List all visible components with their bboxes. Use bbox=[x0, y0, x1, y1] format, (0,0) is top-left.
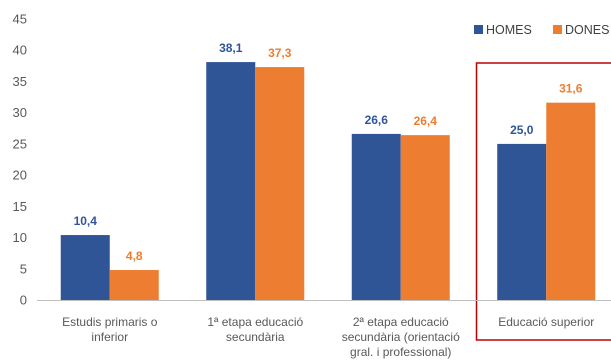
legend-swatch-homes bbox=[474, 25, 483, 34]
data-label-homes: 10,4 bbox=[74, 214, 98, 228]
bar-homes bbox=[60, 235, 110, 300]
y-tick-label: 30 bbox=[13, 105, 27, 120]
data-label-dones: 37,3 bbox=[268, 46, 292, 60]
bars bbox=[60, 62, 596, 301]
bar-homes bbox=[497, 143, 547, 300]
x-category-label-line: secundària (orientació bbox=[342, 330, 460, 344]
x-category-label: Educació superior bbox=[498, 315, 594, 329]
legend: HOMES DONES bbox=[474, 23, 609, 37]
bar-dones bbox=[255, 67, 305, 301]
bar-dones bbox=[109, 270, 159, 300]
x-category-label-line: Educació superior bbox=[498, 315, 594, 329]
x-category-label-line: gral. i professional) bbox=[350, 345, 451, 359]
y-tick-label: 5 bbox=[20, 261, 27, 276]
x-category-label: 1ª etapa educació secundària bbox=[207, 315, 303, 344]
legend-swatch-dones bbox=[553, 25, 562, 34]
data-label-homes: 26,6 bbox=[365, 113, 389, 127]
bar-homes bbox=[351, 133, 401, 300]
x-category-label-line: inferior bbox=[91, 330, 128, 344]
x-category-label-line: Estudis primaris o bbox=[62, 315, 158, 329]
y-tick-label: 15 bbox=[13, 199, 27, 214]
y-tick-label: 10 bbox=[13, 230, 27, 245]
x-category-label-line: secundària bbox=[226, 330, 285, 344]
y-tick-label: 25 bbox=[13, 136, 27, 151]
bar-homes bbox=[206, 62, 256, 300]
bar-dones bbox=[546, 102, 596, 300]
highlight-layer bbox=[475, 62, 611, 341]
x-category-label: Estudis primaris o inferior bbox=[62, 315, 158, 344]
data-label-dones: 31,6 bbox=[559, 82, 583, 96]
data-label-dones: 26,4 bbox=[414, 114, 438, 128]
legend-label-homes: HOMES bbox=[486, 23, 532, 37]
y-tick-label: 45 bbox=[13, 12, 27, 27]
legend-label-dones: DONES bbox=[565, 23, 609, 37]
y-axis: 0 5 10 15 20 25 30 35 40 45 bbox=[13, 12, 27, 308]
y-tick-label: 40 bbox=[13, 43, 27, 58]
y-tick-label: 20 bbox=[13, 168, 27, 183]
x-category-label-line: 1ª etapa educació bbox=[207, 315, 303, 329]
x-axis: Estudis primaris o inferior 1ª etapa educa… bbox=[62, 315, 594, 359]
bar-dones bbox=[400, 135, 450, 300]
data-labels: 10,4 4,8 38,1 37,3 26,6 26,4 25,0 31,6 bbox=[74, 41, 583, 263]
x-category-label-line: 2ª etapa educació bbox=[353, 315, 449, 329]
highlight-box bbox=[475, 62, 611, 341]
data-label-homes: 38,1 bbox=[219, 41, 243, 55]
data-label-dones: 4,8 bbox=[126, 249, 143, 263]
y-tick-label: 35 bbox=[13, 74, 27, 89]
y-tick-label: 0 bbox=[20, 293, 27, 308]
data-label-homes: 25,0 bbox=[510, 123, 534, 137]
x-category-label: 2ª etapa educació secundària (orientació g… bbox=[342, 315, 460, 359]
